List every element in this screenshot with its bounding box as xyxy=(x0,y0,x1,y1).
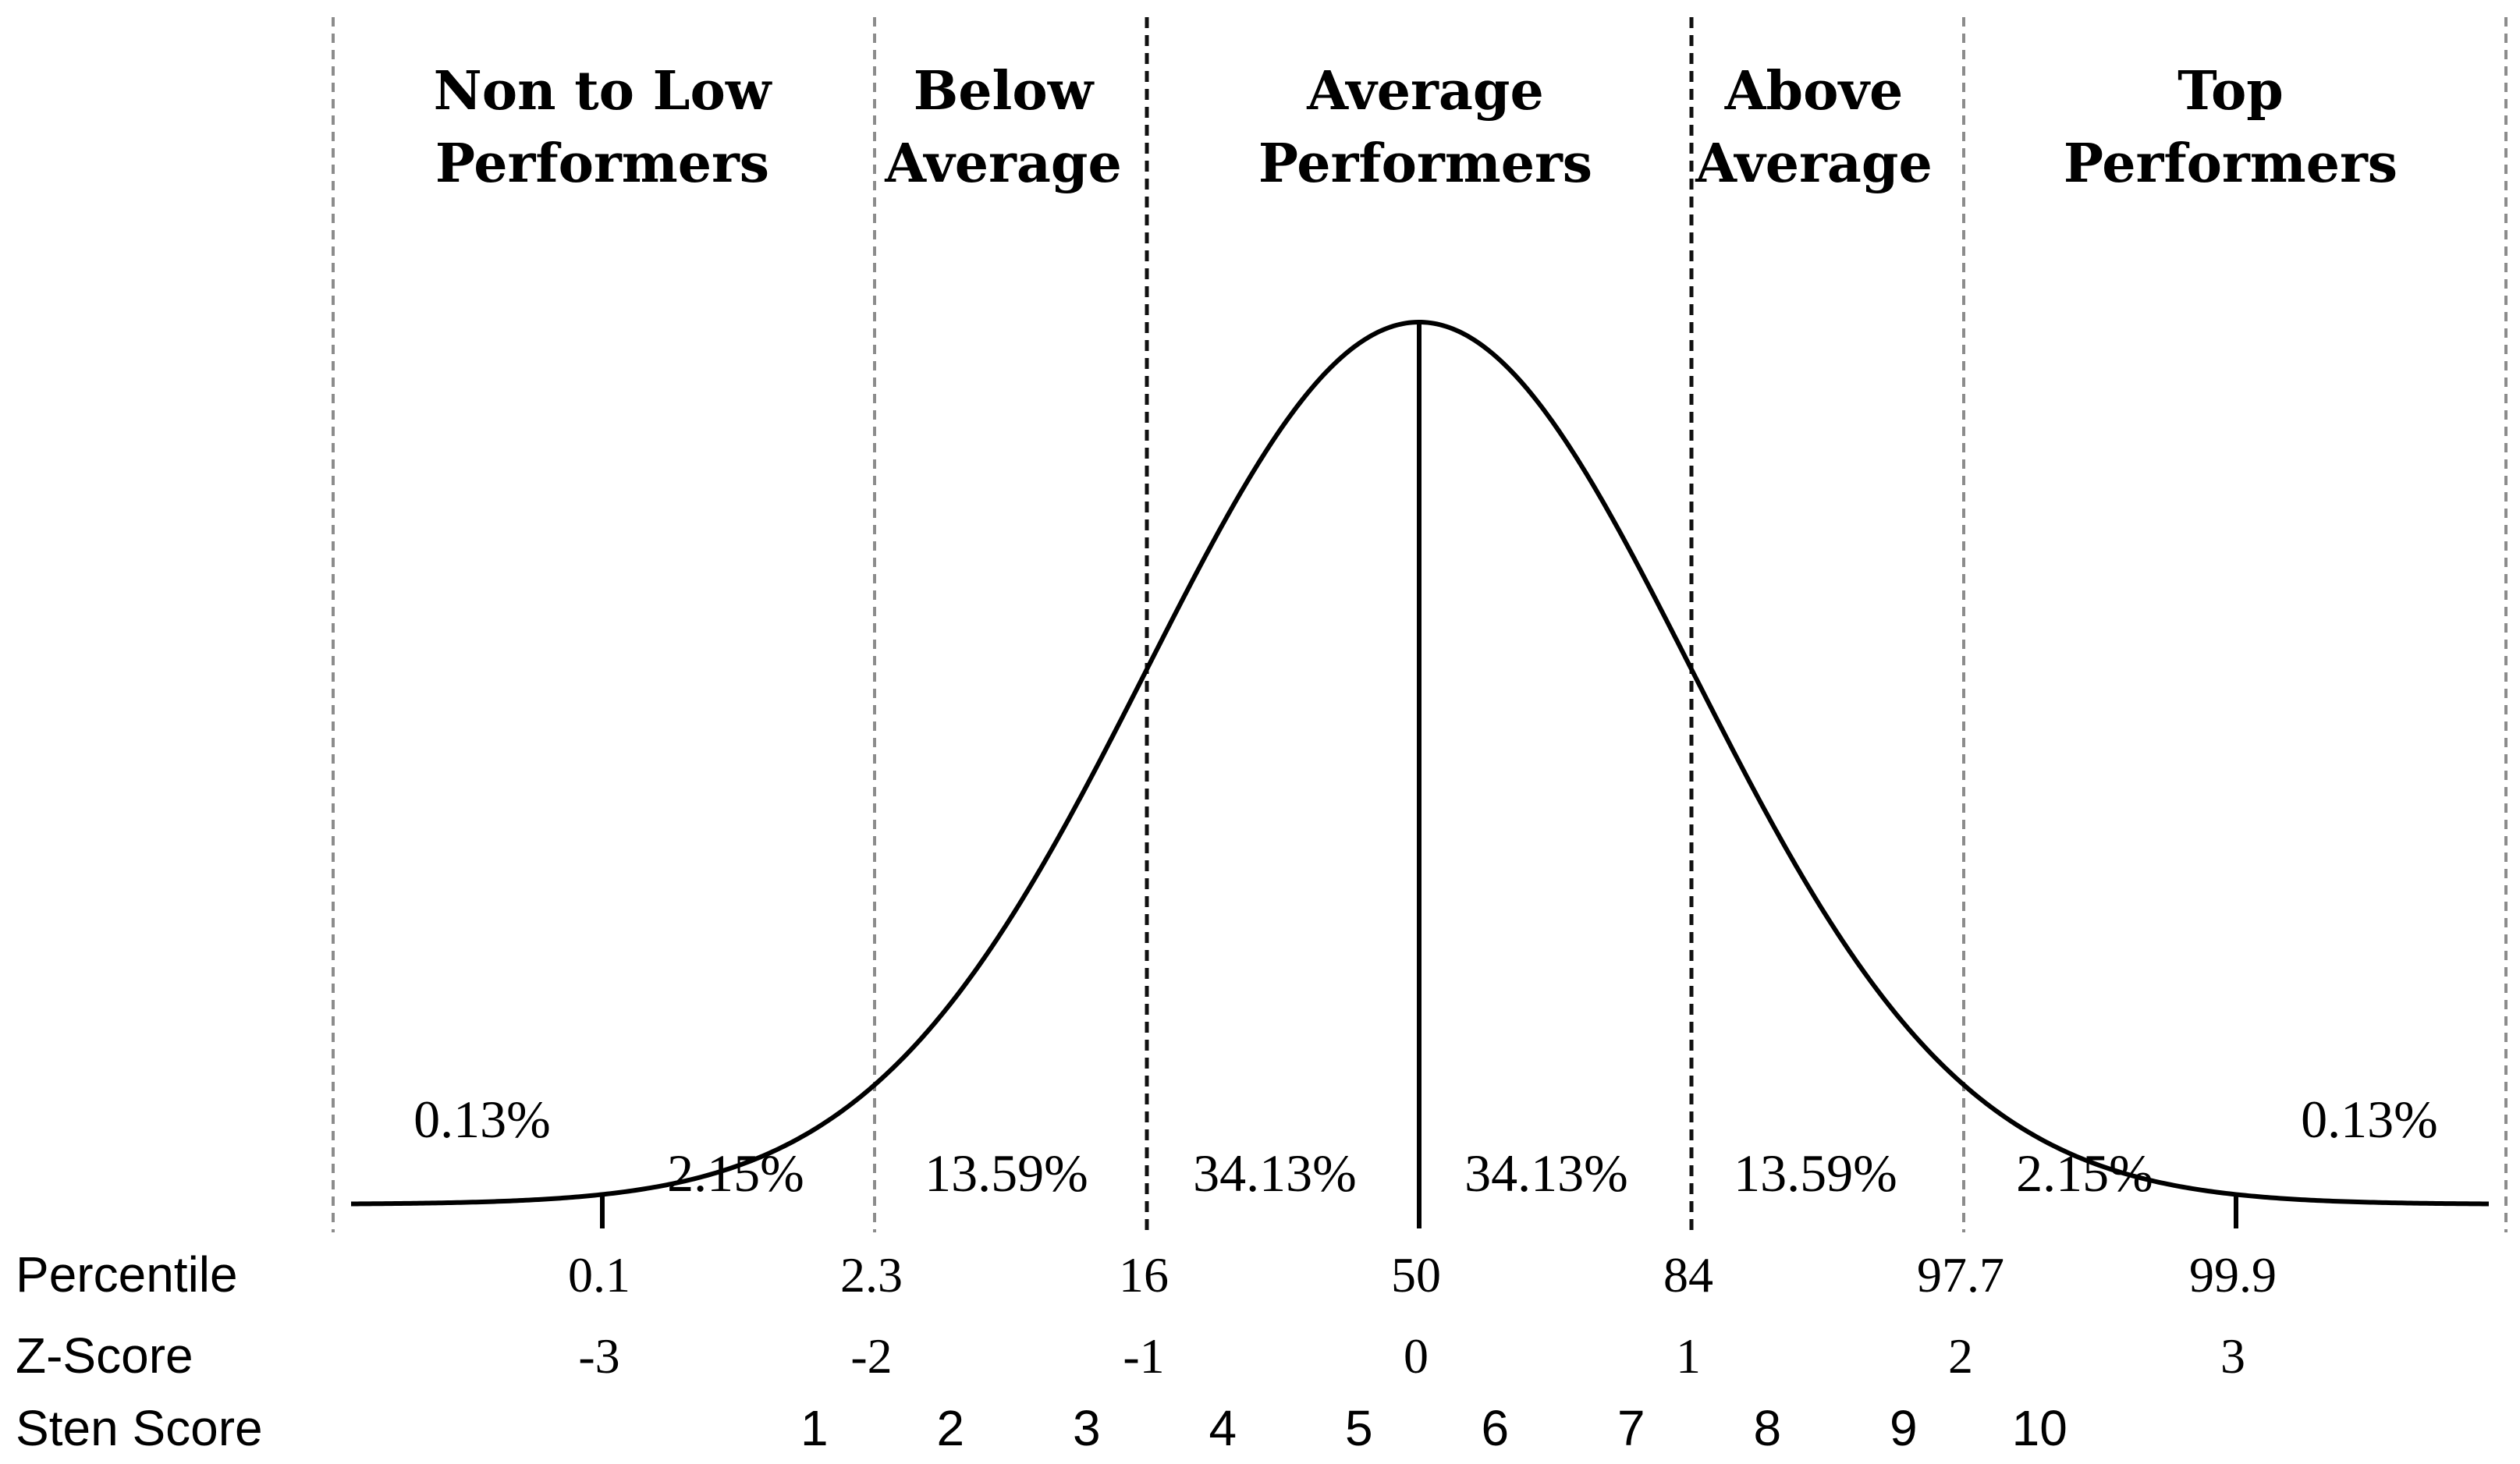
category-label-line1: Top xyxy=(2177,60,2284,122)
percentile-value: 99.9 xyxy=(2189,1247,2277,1303)
percentile-value: 97.7 xyxy=(1917,1247,2004,1303)
sten-score-value: 6 xyxy=(1481,1400,1509,1456)
area-percentage-label: 13.59% xyxy=(1734,1143,1897,1203)
area-percentage-label: 0.13% xyxy=(413,1090,551,1149)
percentile-value: 0.1 xyxy=(568,1247,630,1303)
sten-score-value: 1 xyxy=(800,1400,829,1456)
area-percentage-label: 34.13% xyxy=(1464,1143,1628,1203)
zscore-row-label: Z-Score xyxy=(16,1328,193,1384)
sten-score-value: 10 xyxy=(2012,1400,2067,1456)
area-percentage-label: 34.13% xyxy=(1193,1143,1357,1203)
category-label-line2: Performers xyxy=(1258,133,1592,195)
zscore-value: 2 xyxy=(1948,1328,1973,1384)
percentile-value: 50 xyxy=(1391,1247,1441,1303)
area-percentage-label: 13.59% xyxy=(925,1143,1088,1203)
category-label-line2: Average xyxy=(1695,133,1932,195)
area-percentage-label: 2.15% xyxy=(2016,1143,2153,1203)
category-label-line1: Below xyxy=(914,60,1095,122)
zscore-value: -2 xyxy=(850,1328,892,1384)
category-label-line1: Non to Low xyxy=(434,60,772,122)
percentile-row-label: Percentile xyxy=(16,1246,238,1303)
category-label-line1: Above xyxy=(1724,60,1903,122)
sten-row-label: Sten Score xyxy=(16,1400,263,1456)
area-percentage-label: 2.15% xyxy=(667,1143,804,1203)
sten-score-value: 2 xyxy=(936,1400,964,1456)
sten-score-value: 9 xyxy=(1890,1400,1918,1456)
category-label-line1: Average xyxy=(1306,60,1543,122)
sten-score-value: 8 xyxy=(1753,1400,1781,1456)
sten-score-value: 5 xyxy=(1345,1400,1373,1456)
zscore-value: 1 xyxy=(1676,1328,1701,1384)
sten-score-value: 4 xyxy=(1209,1400,1237,1456)
sten-score-value: 3 xyxy=(1073,1400,1101,1456)
category-label-line2: Performers xyxy=(435,133,769,195)
percentile-value: 2.3 xyxy=(840,1247,903,1303)
zscore-value: -3 xyxy=(578,1328,619,1384)
percentile-value: 84 xyxy=(1663,1247,1713,1303)
sten-score-value: 7 xyxy=(1617,1400,1645,1456)
zscore-value: 0 xyxy=(1404,1328,1429,1384)
zscore-value: -1 xyxy=(1123,1328,1164,1384)
zscore-value: 3 xyxy=(2220,1328,2245,1384)
category-label-line2: Average xyxy=(884,133,1121,195)
category-label-line2: Performers xyxy=(2064,133,2398,195)
area-percentage-label: 0.13% xyxy=(2301,1090,2438,1149)
percentile-value: 16 xyxy=(1119,1247,1169,1303)
